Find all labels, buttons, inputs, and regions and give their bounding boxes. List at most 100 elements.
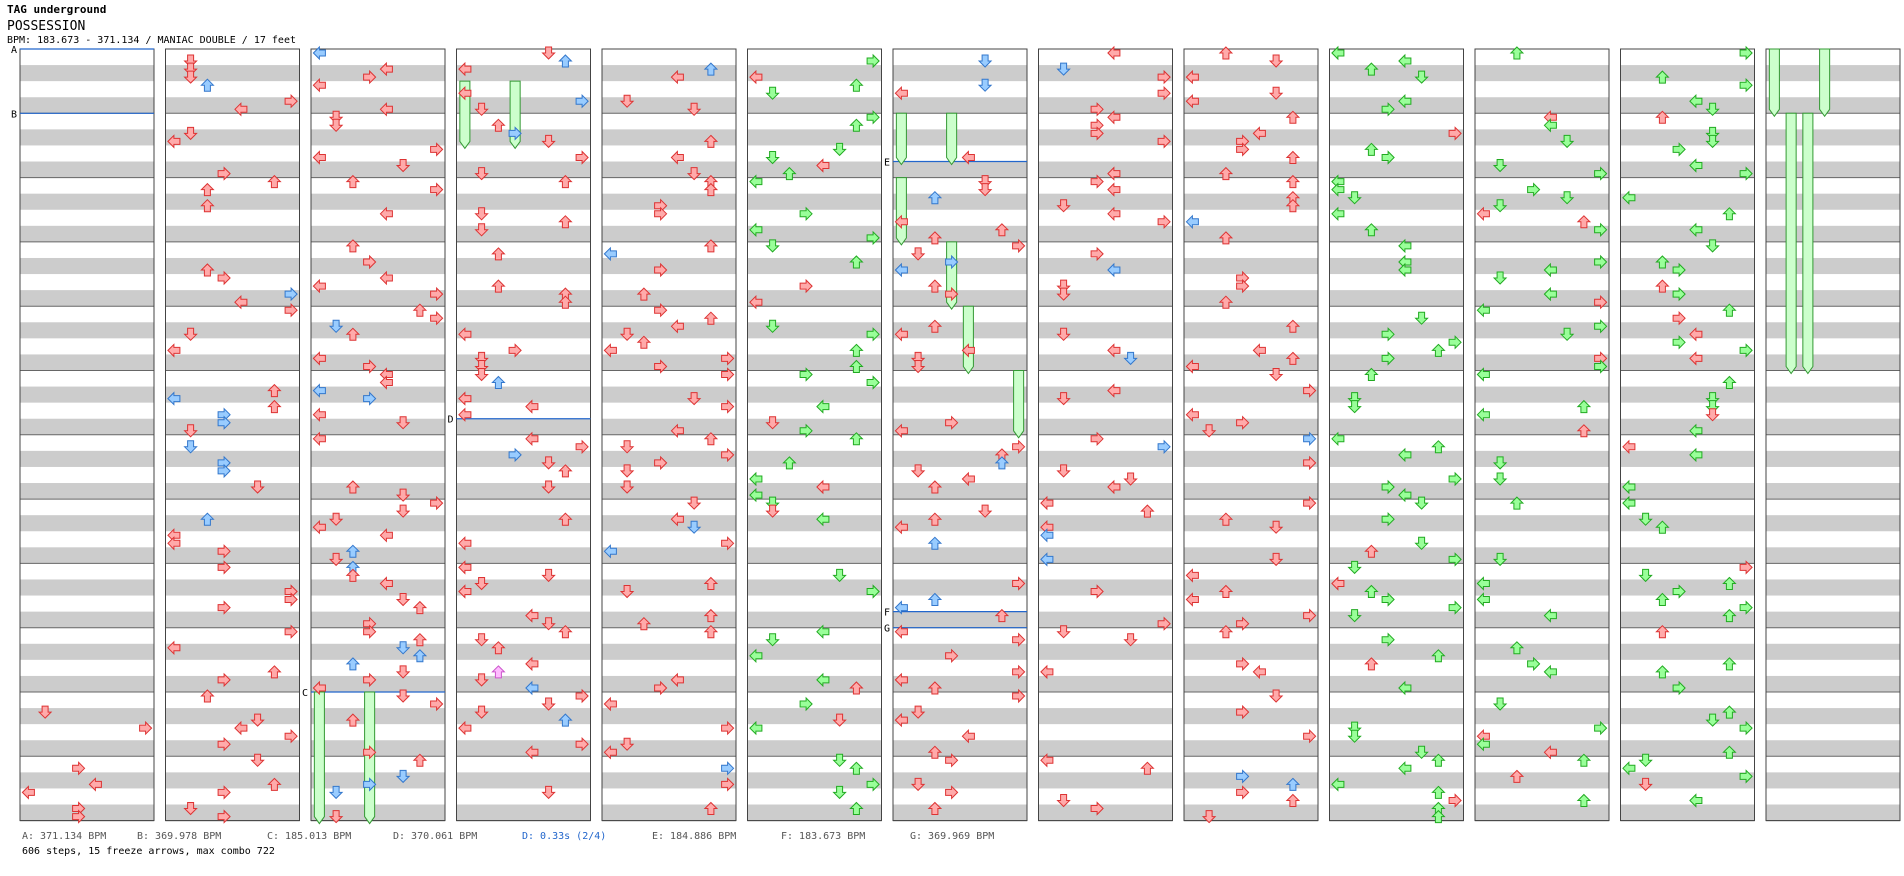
beat-stripe [1475, 322, 1609, 339]
beat-stripe [602, 386, 736, 403]
step-arrow [1414, 536, 1429, 551]
beat-stripe [602, 193, 736, 210]
beat-stripe [1475, 579, 1609, 596]
beat-stripe [1475, 483, 1609, 500]
step-arrow [1689, 423, 1703, 439]
step-arrow [1285, 174, 1301, 189]
step-arrow [558, 54, 573, 68]
beat-stripe [893, 97, 1027, 114]
step-arrow [474, 577, 489, 591]
beat-stripe [1184, 708, 1318, 725]
step-arrow [491, 641, 506, 655]
step-arrow [1543, 262, 1557, 278]
step-arrow [328, 785, 344, 800]
beat-stripe [1038, 547, 1173, 564]
step-arrow [765, 86, 780, 100]
chart-info: BPM: 183.673 - 371.134 / MANIAC DOUBLE /… [7, 35, 296, 46]
step-arrow [1236, 616, 1250, 631]
step-arrow [1185, 69, 1199, 85]
bpm-marker-label: G [884, 624, 890, 635]
beat-stripe [1184, 418, 1318, 435]
step-arrow [961, 343, 975, 358]
step-arrow [412, 753, 428, 767]
step-arrow [345, 568, 361, 582]
beat-stripe [165, 643, 300, 660]
step-arrow [654, 680, 668, 696]
column-border [1474, 48, 1610, 822]
step-arrow [167, 536, 181, 551]
step-arrow [961, 471, 975, 487]
step-chart: A B C D E FG [11, 45, 1901, 825]
beat-stripe [1038, 611, 1173, 628]
step-arrow [910, 777, 926, 792]
step-arrow [217, 785, 231, 800]
step-arrow [1040, 753, 1054, 768]
step-arrow [1509, 496, 1525, 510]
step-arrow [977, 504, 993, 518]
step-arrow [1252, 343, 1266, 358]
column-border [310, 48, 446, 822]
beat-stripe [20, 290, 154, 307]
step-arrow [1364, 142, 1379, 156]
beat-stripe [602, 643, 736, 660]
beat-stripe [165, 450, 300, 467]
step-arrow [945, 254, 959, 270]
step-arrow [749, 294, 763, 310]
step-arrow [167, 391, 181, 406]
step-arrow [721, 777, 735, 792]
beat-stripe [20, 97, 154, 114]
step-arrow [217, 600, 231, 615]
step-arrow [1559, 134, 1575, 149]
step-arrow [1543, 745, 1557, 760]
beat-stripe [1184, 290, 1318, 307]
beat-stripe [1475, 354, 1609, 371]
beat-stripe [1329, 129, 1464, 146]
step-arrow [1543, 608, 1557, 623]
beat-stripe [311, 257, 445, 275]
beat-stripe [1329, 611, 1464, 628]
step-arrow [1364, 367, 1379, 381]
step-arrow [312, 431, 326, 447]
step-arrow [558, 215, 573, 229]
step-arrow [395, 488, 411, 502]
step-arrow [1739, 769, 1753, 784]
step-arrow [541, 785, 556, 800]
step-arrow [927, 745, 943, 759]
beat-stripe [165, 225, 300, 242]
beat-stripe [747, 161, 882, 178]
beat-stripe [1766, 97, 1900, 114]
beat-stripe [893, 450, 1027, 467]
step-arrow [217, 415, 231, 430]
beat-stripe [1038, 386, 1173, 403]
step-arrow [363, 745, 377, 760]
step-arrow [1012, 576, 1026, 591]
step-arrow [1056, 199, 1071, 213]
step-arrow [1303, 608, 1317, 623]
step-arrow [1268, 520, 1284, 534]
step-arrow [910, 705, 926, 719]
beat-stripe [1620, 483, 1755, 500]
step-arrow [200, 182, 215, 197]
step-arrow [328, 552, 344, 567]
step-arrow [395, 416, 411, 430]
beat-stripe [1184, 129, 1318, 146]
step-arrow [284, 286, 298, 302]
beat-stripe [1475, 643, 1609, 660]
freeze-arrow [895, 112, 907, 166]
step-arrow [849, 801, 864, 815]
step-arrow [849, 78, 864, 92]
step-arrow [1594, 359, 1608, 374]
beat-stripe [893, 322, 1027, 339]
beat-stripe [1620, 515, 1755, 532]
step-arrow [1576, 793, 1592, 807]
beat-stripe [1620, 129, 1755, 146]
step-arrow [430, 696, 444, 712]
beat-stripe [1184, 386, 1318, 403]
beat-stripe [1620, 225, 1755, 242]
song-title: POSSESSION [7, 19, 86, 34]
step-arrow [1655, 110, 1670, 124]
beat-stripe [893, 354, 1027, 371]
beat-stripe [456, 129, 591, 146]
step-arrow [603, 745, 617, 760]
step-arrow [200, 689, 215, 703]
